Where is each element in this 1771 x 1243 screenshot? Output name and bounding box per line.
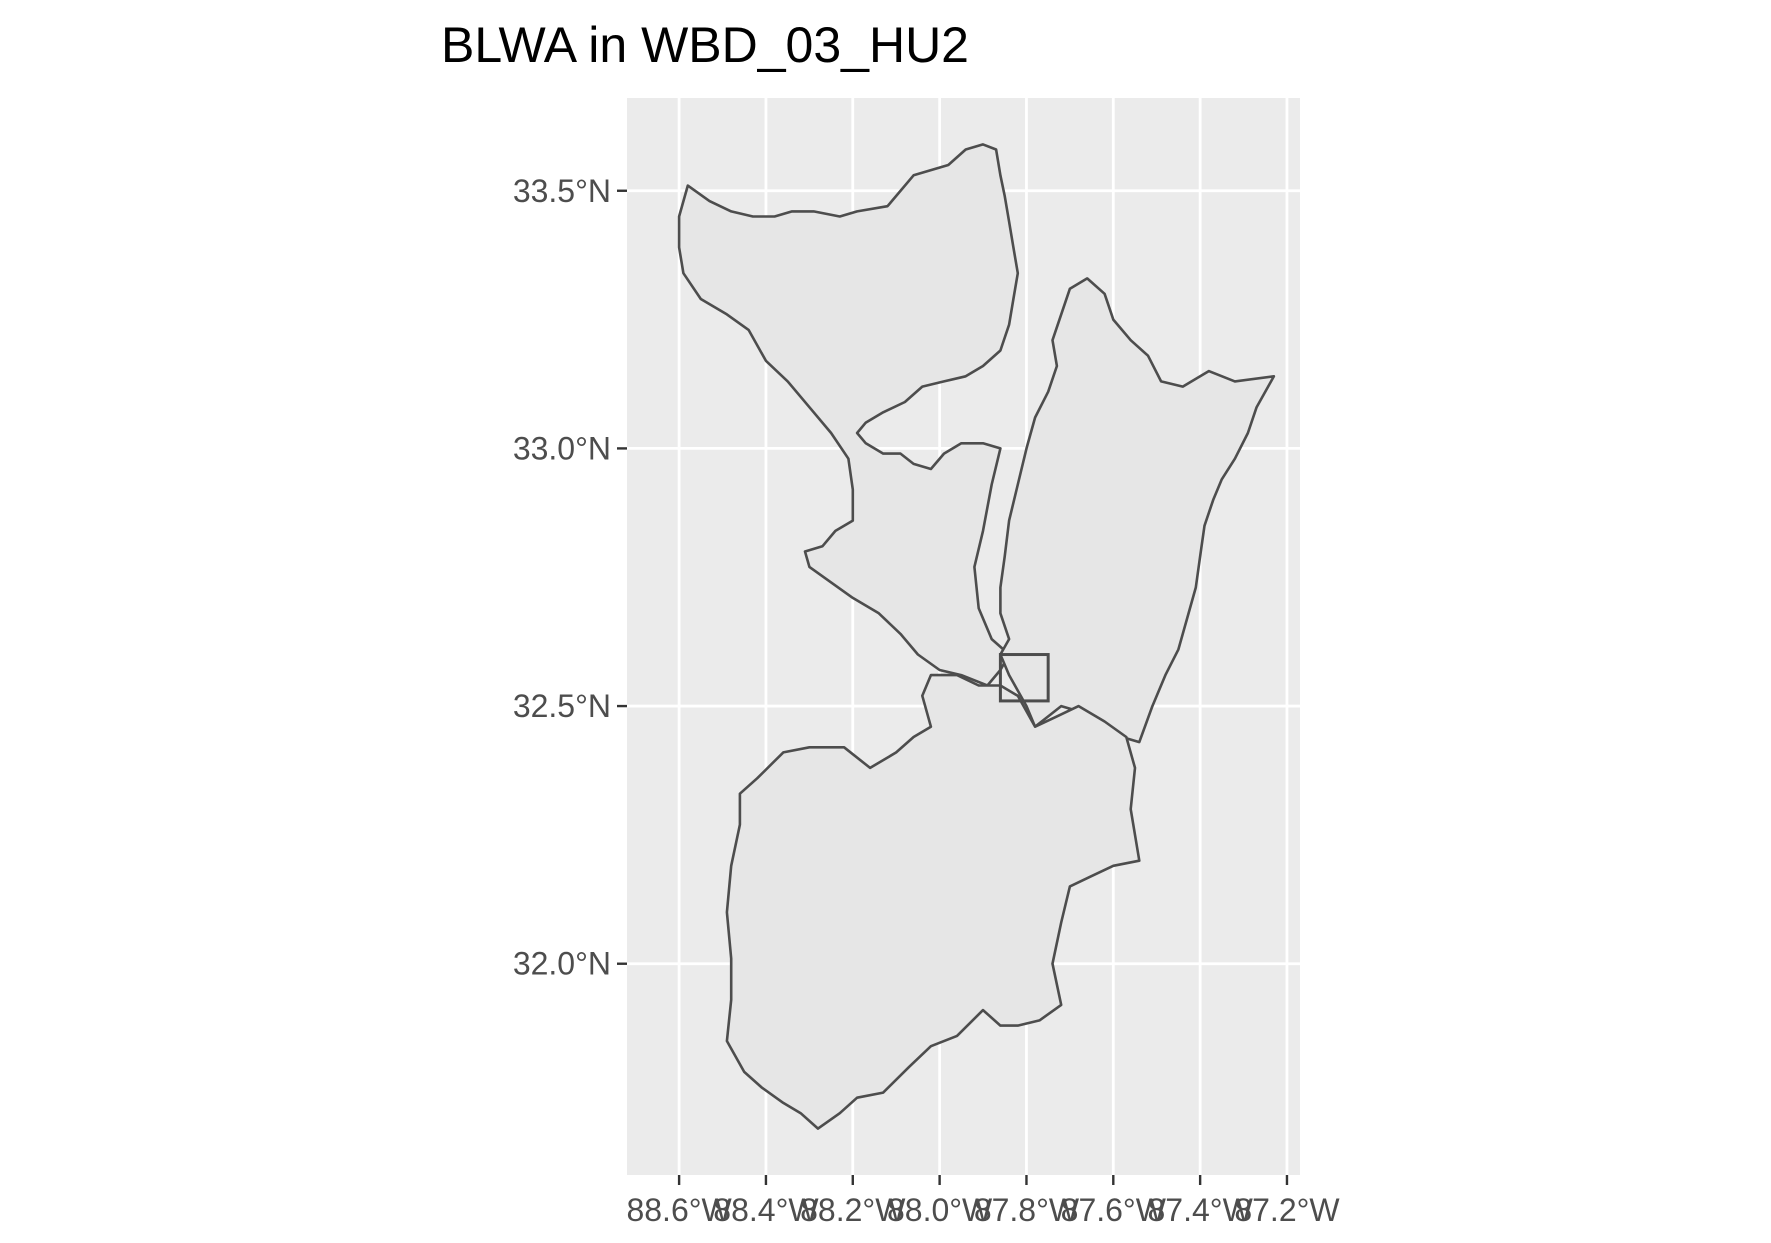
watershed-south [725,673,1141,1130]
x-axis: 88.6°W88.4°W88.2°W88.0°W87.8°W87.6°W87.4… [626,1175,1340,1228]
x-tick-label: 88.0°W [887,1192,993,1228]
site-bounding-box [998,653,1050,703]
site-box-layer [998,653,1050,703]
x-tick-label: 87.6°W [1061,1192,1167,1228]
y-axis: 32.0°N 32.5°N 33.0°N 33.5°N [513,173,627,982]
x-tick-label: 87.2°W [1234,1192,1340,1228]
x-tick-label: 88.6°W [626,1192,732,1228]
map-title: BLWA in WBD_03_HU2 [441,17,969,73]
y-tick-label: 33.5°N [513,173,611,209]
x-tick-label: 87.8°W [974,1192,1080,1228]
y-tick-label: 32.0°N [513,946,611,982]
x-tick-label: 88.4°W [713,1192,819,1228]
x-tick-label: 87.4°W [1147,1192,1253,1228]
watershed-polygons [677,143,1276,1130]
y-tick-label: 32.5°N [513,688,611,724]
watershed-northwest [677,143,1020,687]
y-tick-label: 33.0°N [513,430,611,466]
x-tick-label: 88.2°W [800,1192,906,1228]
